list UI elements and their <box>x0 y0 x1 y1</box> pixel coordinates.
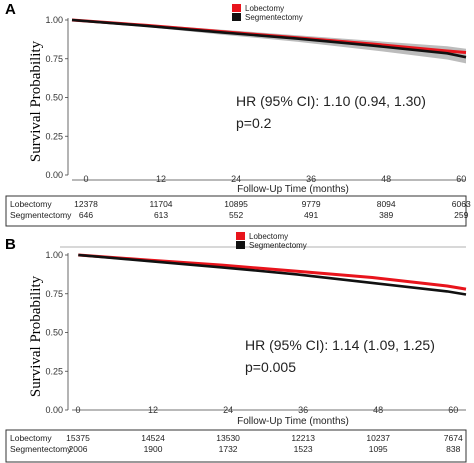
risk-count: 8094 <box>377 199 396 209</box>
x-tick-label: 24 <box>223 405 233 415</box>
risk-count: 12213 <box>291 433 315 443</box>
legend-label: Segmentectomy <box>245 13 303 22</box>
legend-label: Lobectomy <box>245 4 284 13</box>
risk-count: 13530 <box>216 433 240 443</box>
risk-row-label: Lobectomy <box>10 199 52 209</box>
x-tick-label: 24 <box>231 174 241 184</box>
risk-row-label: Segmentectomy <box>10 444 72 454</box>
risk-count: 838 <box>446 444 460 454</box>
legend-label: Lobectomy <box>249 232 288 241</box>
x-tick-label: 48 <box>373 405 383 415</box>
x-axis-title: Follow-Up Time (months) <box>237 184 349 195</box>
hazard-ratio: HR (95% CI): 1.14 (1.09, 1.25) <box>245 337 435 353</box>
y-tick-label: 0.50 <box>45 93 63 103</box>
risk-count: 552 <box>229 210 243 220</box>
risk-count: 12378 <box>74 199 98 209</box>
confidence-band <box>72 20 466 64</box>
y-tick-label: 0.00 <box>45 170 63 180</box>
risk-table: Lobectomy 15375 14524 13530 12213 10237 7674 Se… <box>5 429 467 463</box>
legend-swatch-lobectomy <box>236 232 245 240</box>
y-axis-title: Survival Probability <box>28 275 44 397</box>
x-tick-label: 0 <box>83 174 88 184</box>
y-tick-label: 0.00 <box>45 405 63 415</box>
survival-curve-segmentectomy <box>71 18 467 59</box>
legend-swatch-segmentectomy <box>236 241 245 249</box>
risk-count: 10895 <box>224 199 248 209</box>
p-value: p=0.005 <box>245 359 296 375</box>
y-tick-label: 0.50 <box>45 328 63 338</box>
risk-count: 1900 <box>144 444 163 454</box>
risk-count: 15375 <box>66 433 90 443</box>
x-tick-label: 12 <box>156 174 166 184</box>
y-axis-title: Survival Probability <box>28 40 44 162</box>
risk-count: 6063 <box>452 199 471 209</box>
panel-label: A <box>5 1 16 18</box>
risk-row-label: Segmentectomy <box>10 210 72 220</box>
risk-count: 1732 <box>219 444 238 454</box>
y-tick-label: 1.00 <box>45 15 63 25</box>
x-tick-label: 60 <box>448 405 458 415</box>
risk-count: 1523 <box>294 444 313 454</box>
y-tick-label: 0.25 <box>45 366 63 376</box>
risk-count: 1095 <box>369 444 388 454</box>
y-tick-label: 1.00 <box>45 250 63 260</box>
risk-count: 9779 <box>302 199 321 209</box>
x-tick-label: 0 <box>75 405 80 415</box>
risk-count: 10237 <box>366 433 390 443</box>
risk-count: 613 <box>154 210 168 220</box>
panel-label: B <box>5 236 16 253</box>
x-tick-label: 60 <box>456 174 466 184</box>
risk-count: 491 <box>304 210 318 220</box>
x-tick-label: 36 <box>298 405 308 415</box>
y-tick-label: 0.75 <box>45 54 63 64</box>
risk-count: 646 <box>79 210 93 220</box>
risk-count: 7674 <box>444 433 463 443</box>
risk-table: Lobectomy 12378 11704 10895 9779 8094 6063 Segm… <box>5 195 471 227</box>
risk-count: 259 <box>454 210 468 220</box>
y-tick-label: 0.75 <box>45 289 63 299</box>
risk-count: 2006 <box>69 444 88 454</box>
risk-row-label: Lobectomy <box>10 433 52 443</box>
risk-count: 389 <box>379 210 393 220</box>
y-tick-label: 0.25 <box>45 131 63 141</box>
risk-count: 11704 <box>150 199 173 209</box>
risk-count: 14524 <box>141 433 165 443</box>
x-tick-label: 36 <box>306 174 316 184</box>
legend-label: Segmentectomy <box>249 241 307 250</box>
legend-swatch-segmentectomy <box>232 13 241 21</box>
x-tick-label: 48 <box>381 174 391 184</box>
risk-table-frame <box>5 195 467 227</box>
legend-swatch-lobectomy <box>232 4 241 12</box>
p-value: p=0.2 <box>236 115 272 131</box>
x-axis-title: Follow-Up Time (months) <box>237 416 349 427</box>
risk-table-frame <box>5 429 467 463</box>
survival-curve-segmentectomy <box>78 253 467 296</box>
x-tick-label: 12 <box>148 405 158 415</box>
hazard-ratio: HR (95% CI): 1.10 (0.94, 1.30) <box>236 93 426 109</box>
